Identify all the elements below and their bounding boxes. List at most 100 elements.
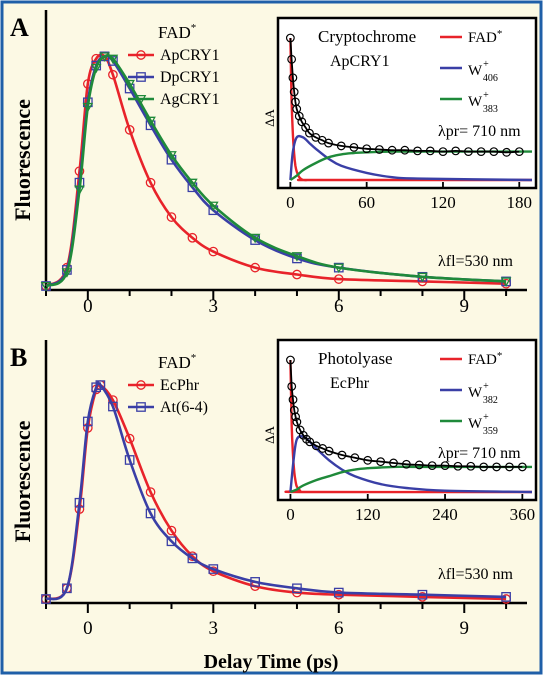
data-point	[108, 56, 118, 66]
data-point	[250, 262, 260, 273]
inset-data-point	[324, 138, 333, 148]
data-point	[187, 232, 198, 243]
data-point	[417, 272, 428, 283]
data-point	[166, 536, 177, 547]
x-tick-label: 3	[209, 296, 219, 317]
inset-tick-label: 60	[358, 193, 375, 212]
inset-total-fit	[289, 37, 520, 154]
x-tick-label: 9	[460, 618, 470, 639]
legend-marker	[136, 50, 146, 60]
x-axis-label: Delay Time (ps)	[204, 651, 339, 673]
inset-series-line	[284, 359, 533, 494]
inset-data-point	[294, 111, 304, 121]
legend-marker	[136, 402, 146, 412]
inset-y-label: ΔA	[262, 109, 277, 127]
data-point	[107, 54, 119, 65]
inset-frame	[276, 338, 538, 502]
inset-legend-label: FAD*	[468, 28, 502, 46]
data-point	[291, 252, 303, 262]
data-point	[145, 487, 156, 497]
data-point	[417, 589, 428, 600]
inset-total-fit	[289, 359, 523, 468]
x-tick-label: 9	[460, 296, 470, 317]
data-point	[108, 401, 118, 412]
data-point	[166, 151, 177, 161]
inset-legend-sub: 382	[483, 395, 498, 406]
data-point	[208, 564, 219, 574]
inset-legend-star: *	[497, 350, 503, 362]
data-point	[250, 577, 260, 587]
data-point	[124, 125, 135, 135]
data-point	[501, 592, 511, 602]
inset-data-point	[292, 417, 302, 427]
data-point	[166, 525, 177, 536]
data-point	[82, 416, 93, 427]
x-tick-label: 0	[83, 618, 93, 639]
series-At(6-4)	[41, 380, 511, 604]
inset-data-point	[305, 128, 314, 138]
x-tick-label: 6	[334, 296, 344, 317]
inset-legend-sup: +	[483, 412, 489, 423]
y-axis-label: Fluorescence	[10, 420, 35, 542]
data-point	[41, 594, 51, 604]
data-point	[145, 116, 156, 127]
inset-data-point	[324, 446, 334, 456]
data-point	[99, 52, 110, 62]
data-point	[124, 79, 135, 90]
data-point	[95, 380, 106, 390]
inset-legend-label: FAD*	[468, 350, 502, 368]
panel-label: A	[10, 13, 29, 42]
data-point	[124, 455, 135, 465]
data-point	[292, 583, 302, 594]
inset-annotation: λpr= 710 nm	[438, 445, 521, 462]
data-point	[124, 433, 135, 444]
inset-data-point	[305, 437, 315, 447]
inset-legend-sub: 359	[483, 426, 498, 437]
legend-marker	[136, 380, 146, 390]
data-point	[74, 185, 85, 196]
x-tick-label: 3	[209, 618, 219, 639]
legend-marker	[136, 72, 146, 82]
inset-annotation: λpr= 710 nm	[438, 123, 521, 140]
annotation: λfl=530 nm	[438, 253, 514, 270]
data-point	[207, 201, 219, 212]
data-point	[249, 233, 261, 244]
x-tick-label: 0	[83, 296, 93, 317]
inset-tick-label: 240	[432, 505, 458, 524]
legend-label: EcPhr	[160, 377, 200, 394]
inset-tick-label: 120	[430, 193, 456, 212]
inset-legend-sub: 383	[483, 104, 498, 115]
data-point	[82, 102, 94, 113]
data-point	[62, 583, 72, 594]
legend-title-star: *	[191, 352, 197, 364]
legend-title: FAD*	[158, 352, 196, 372]
data-point	[108, 69, 118, 80]
data-point	[145, 177, 156, 188]
inset-title: Cryptochrome	[318, 27, 416, 46]
inset-legend-star: *	[497, 28, 503, 40]
data-point	[90, 63, 102, 74]
legend-label: DpCRY1	[160, 69, 220, 86]
inset-tick-label: 0	[286, 193, 295, 212]
inset-legend-sub: 406	[483, 73, 498, 84]
series-line	[45, 53, 507, 288]
legend-label: AgCRY1	[160, 91, 220, 108]
data-point	[333, 263, 345, 274]
inset-series-line	[289, 435, 533, 494]
legend-title-star: *	[191, 22, 197, 34]
data-point	[500, 277, 512, 287]
inset-legend-sup: +	[483, 90, 489, 101]
annotation: λfl=530 nm	[438, 566, 514, 583]
inset-tick-label: 360	[510, 505, 536, 524]
data-point	[187, 178, 198, 189]
data-point	[74, 497, 85, 508]
data-point	[145, 508, 156, 519]
data-point	[208, 246, 219, 257]
data-point	[333, 274, 344, 284]
series-line	[45, 53, 507, 288]
inset-subtitle: EcPhr	[330, 375, 370, 392]
